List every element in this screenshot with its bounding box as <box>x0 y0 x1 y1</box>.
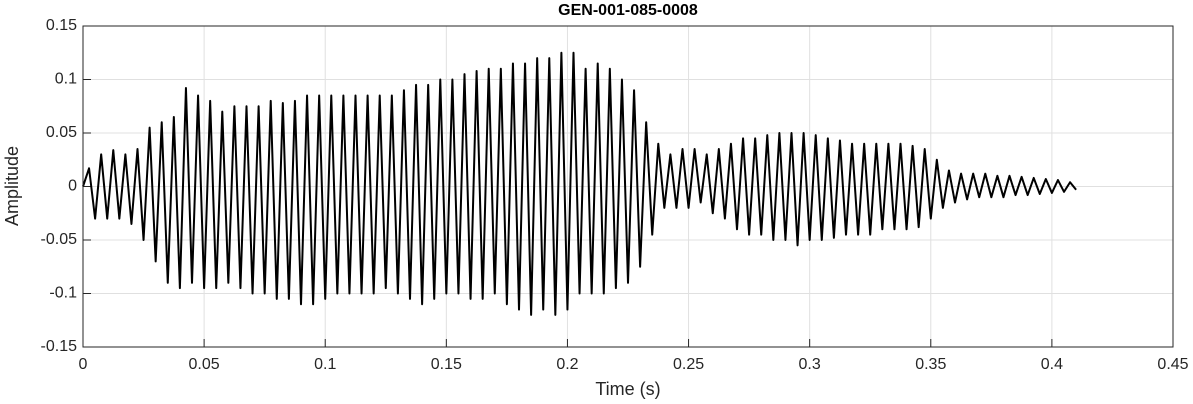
y-tick-label: -0.05 <box>41 231 78 248</box>
y-tick-label: 0.1 <box>55 71 77 88</box>
x-tick-label: 0.15 <box>431 356 462 373</box>
x-tick-label: 0.35 <box>915 356 946 373</box>
x-tick-label: 0.4 <box>1041 356 1063 373</box>
x-tick-label: 0.45 <box>1157 356 1188 373</box>
plot-frame <box>82 25 1174 348</box>
y-tick-label: -0.15 <box>41 338 78 355</box>
x-tick-label: 0 <box>79 356 88 373</box>
x-tick-label: 0.25 <box>673 356 704 373</box>
y-tick-label: 0.15 <box>46 17 77 34</box>
x-tick-label: 0.3 <box>799 356 821 373</box>
y-tick-label: 0 <box>68 178 77 195</box>
y-tick-label: -0.1 <box>49 285 77 302</box>
x-tick-label: 0.2 <box>556 356 578 373</box>
series-line <box>82 51 1077 316</box>
chart-title: GEN-001-085-0008 <box>558 2 698 19</box>
x-tick-label: 0.05 <box>189 356 220 373</box>
x-axis-label: Time (s) <box>595 379 660 399</box>
y-axis-label: Amplitude <box>2 146 22 226</box>
y-tick-label: 0.05 <box>46 124 77 141</box>
x-tick-label: 0.1 <box>314 356 336 373</box>
